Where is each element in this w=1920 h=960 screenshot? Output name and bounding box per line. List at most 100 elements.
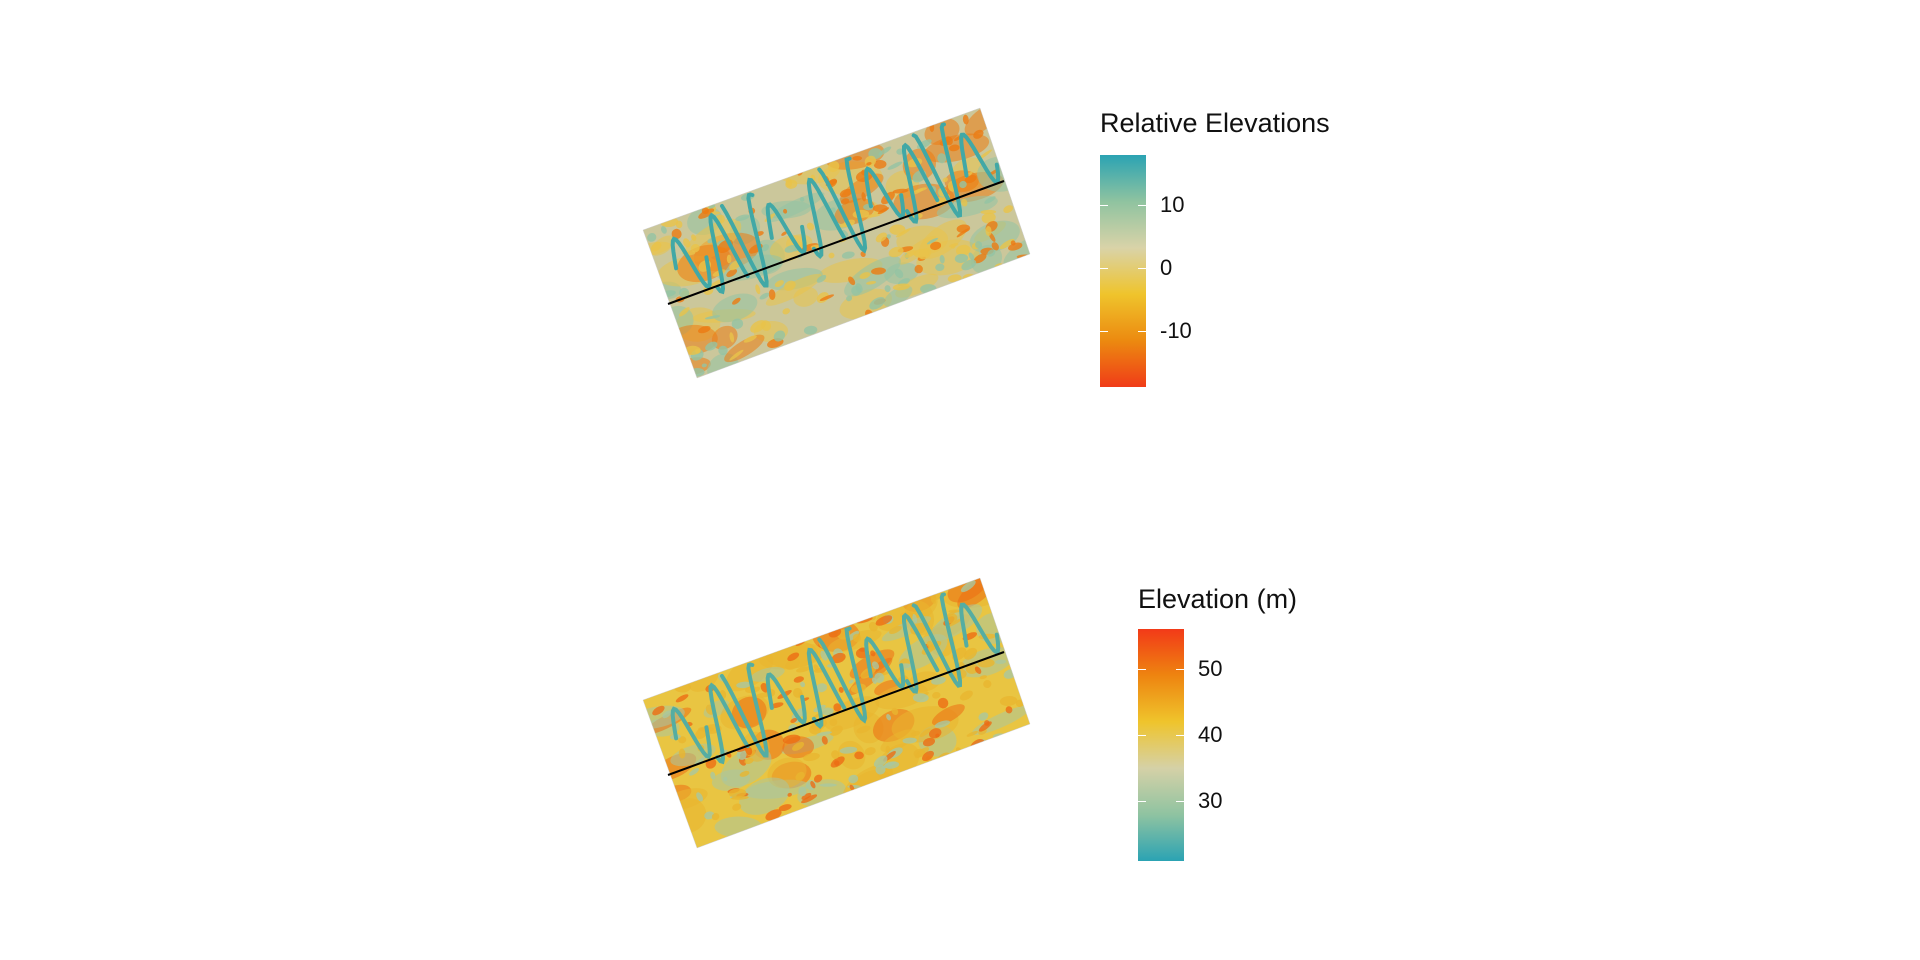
terrain-patch xyxy=(828,161,840,173)
terrain-patch xyxy=(883,285,913,307)
terrain-patch xyxy=(985,226,992,236)
terrain-patch xyxy=(960,580,976,593)
terrain-patch xyxy=(684,345,701,356)
terrain-patch xyxy=(926,640,933,648)
terrain-patch xyxy=(773,330,786,342)
river-channel xyxy=(765,672,807,725)
river-channel xyxy=(670,236,712,290)
terrain-patch xyxy=(915,187,927,193)
river-channel xyxy=(708,212,750,295)
terrain-patch xyxy=(846,295,853,302)
terrain-patch xyxy=(691,234,697,241)
terrain-patch xyxy=(678,307,690,317)
terrain-patch xyxy=(795,771,805,781)
terrain-patch xyxy=(869,297,886,310)
terrain-patch xyxy=(959,180,967,189)
terrain-patch xyxy=(829,718,838,726)
river-channel xyxy=(902,142,940,224)
terrain-patch xyxy=(878,146,892,156)
colorbar-tick-label: 40 xyxy=(1198,722,1223,748)
terrain-patch xyxy=(704,811,715,820)
terrain-patch xyxy=(803,752,820,762)
terrain-patch xyxy=(855,283,863,293)
colorbar xyxy=(1138,629,1184,861)
terrain-patch xyxy=(955,244,971,256)
terrain-patch xyxy=(732,803,742,811)
river-channel xyxy=(670,706,712,760)
terrain-patch xyxy=(712,293,758,323)
terrain-patch xyxy=(694,756,706,766)
terrain-patch xyxy=(711,813,720,821)
terrain-patch xyxy=(978,721,992,732)
terrain-patch xyxy=(937,153,947,164)
colorbar-tick-right xyxy=(1176,735,1184,737)
terrain-patch xyxy=(705,341,718,351)
terrain-patch xyxy=(696,792,704,802)
terrain-patch xyxy=(839,746,858,754)
terrain-patch xyxy=(934,720,951,728)
terrain-patch xyxy=(939,255,945,264)
terrain-patch xyxy=(774,280,784,288)
colorbar-tick-left xyxy=(1138,801,1146,803)
river-channel xyxy=(817,156,868,254)
terrain-patch xyxy=(914,747,930,759)
terrain-patch xyxy=(731,318,744,329)
terrain-patch xyxy=(975,241,983,249)
terrain-patch xyxy=(964,647,977,660)
terrain-patch xyxy=(735,214,750,221)
terrain-patch xyxy=(813,774,823,783)
terrain-patch xyxy=(729,349,744,361)
terrain-patch xyxy=(839,188,852,198)
terrain-patch xyxy=(947,274,962,283)
terrain-patch xyxy=(944,136,953,146)
colorbar-tick-label: 30 xyxy=(1198,788,1223,814)
terrain-patch xyxy=(859,272,871,279)
terrain-raster xyxy=(643,578,1030,848)
terrain-patch xyxy=(787,652,800,662)
terrain-patch xyxy=(754,692,772,698)
terrain-patch xyxy=(912,693,929,703)
terrain-patch xyxy=(728,788,747,798)
river-channel xyxy=(911,592,962,688)
terrain-patch xyxy=(736,681,752,689)
terrain-patch xyxy=(922,737,936,747)
terrain-patch xyxy=(718,345,728,356)
terrain-patch xyxy=(999,696,1018,706)
terrain-patch xyxy=(1008,242,1023,251)
terrain-patch xyxy=(651,241,662,252)
terrain-patch xyxy=(816,731,832,736)
terrain-patch xyxy=(1015,699,1024,708)
terrain-patch xyxy=(701,207,710,215)
terrain-patch xyxy=(744,758,754,764)
transect-line xyxy=(667,651,1005,776)
terrain-patch xyxy=(785,179,798,189)
terrain-patch xyxy=(987,249,996,257)
terrain-patch xyxy=(799,196,805,202)
terrain-patch xyxy=(1003,205,1014,213)
colorbar-tick-left xyxy=(1100,205,1108,207)
terrain-patch xyxy=(889,625,902,634)
terrain-patch xyxy=(701,363,707,368)
terrain-patch xyxy=(750,320,766,333)
terrain-patch xyxy=(892,283,910,291)
terrain-patch xyxy=(683,238,691,248)
terrain-patch xyxy=(981,212,996,224)
terrain-patch xyxy=(729,332,735,343)
terrain-patch xyxy=(840,173,884,204)
terrain-patch xyxy=(743,335,757,343)
terrain-patch xyxy=(847,630,860,642)
colorbar-tick-right xyxy=(1138,267,1146,269)
terrain-patch xyxy=(973,129,984,139)
terrain-patch xyxy=(732,297,741,305)
terrain-patch xyxy=(914,264,923,274)
terrain-patch xyxy=(946,613,958,624)
river-channel xyxy=(911,122,962,218)
terrain-patch xyxy=(884,285,891,293)
terrain-patch xyxy=(793,676,804,683)
colorbar-tick-label: -10 xyxy=(1160,317,1192,343)
terrain-patch xyxy=(928,728,942,739)
terrain-patch xyxy=(790,718,798,723)
terrain-patch xyxy=(954,253,969,263)
terrain-patch xyxy=(689,767,700,776)
transect-line xyxy=(667,180,1005,305)
